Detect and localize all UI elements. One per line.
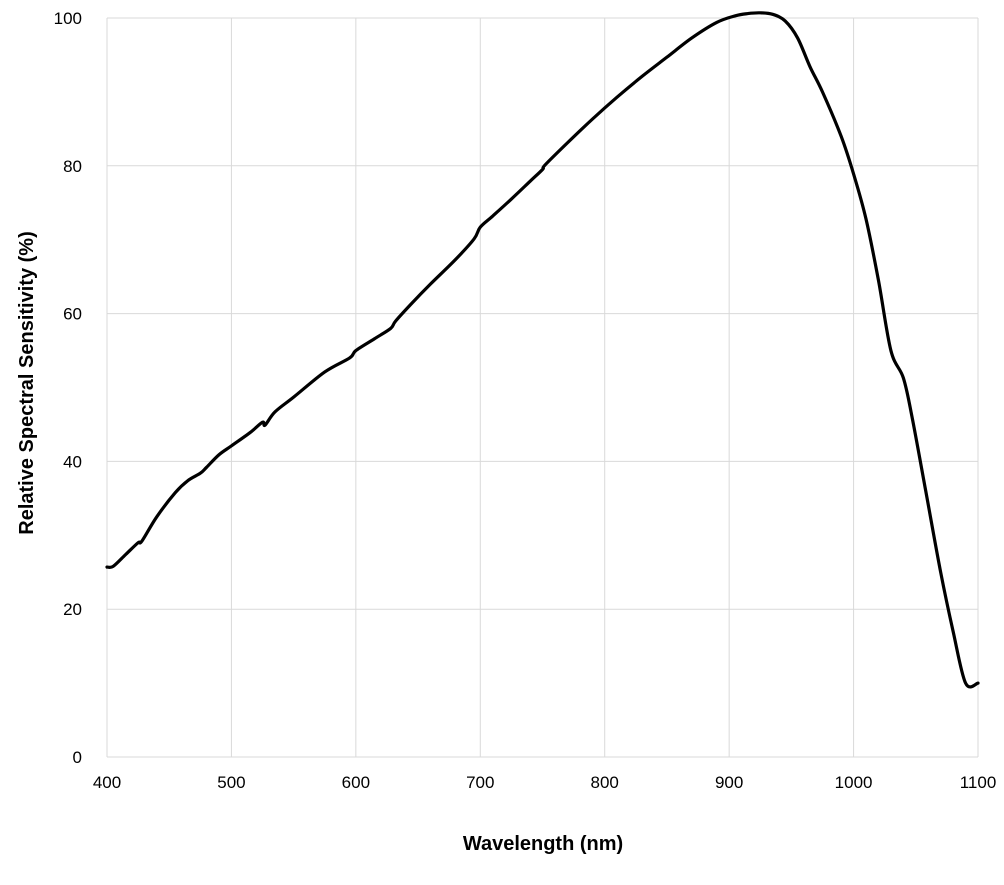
series-layer (105, 11, 980, 689)
x-tick-label-1000: 1000 (835, 773, 873, 792)
y-axis-title: Relative Spectral Sensitivity (%) (16, 231, 38, 534)
x-tick-label-800: 800 (591, 773, 619, 792)
gridlines (106, 17, 979, 758)
tick-labels: 400 500 600 700 800 900 1000 1100 0 20 40 60 80 100 (54, 9, 997, 792)
x-axis-title: Wavelength (nm) (463, 833, 623, 855)
x-tick-label-900: 900 (715, 773, 743, 792)
y-tick-label-100: 100 (54, 9, 82, 28)
x-tick-label-600: 600 (342, 773, 370, 792)
x-tick-label-400: 400 (93, 773, 121, 792)
y-tick-label-80: 80 (63, 157, 82, 176)
x-tick-label-700: 700 (466, 773, 494, 792)
y-tick-label-20: 20 (63, 600, 82, 619)
y-tick-label-60: 60 (63, 305, 82, 324)
y-tick-label-40: 40 (63, 452, 82, 471)
x-tick-label-1100: 1100 (960, 773, 997, 792)
x-tick-label-500: 500 (217, 773, 245, 792)
sensitivity-curve (105, 11, 980, 689)
y-tick-label-0: 0 (73, 748, 82, 767)
